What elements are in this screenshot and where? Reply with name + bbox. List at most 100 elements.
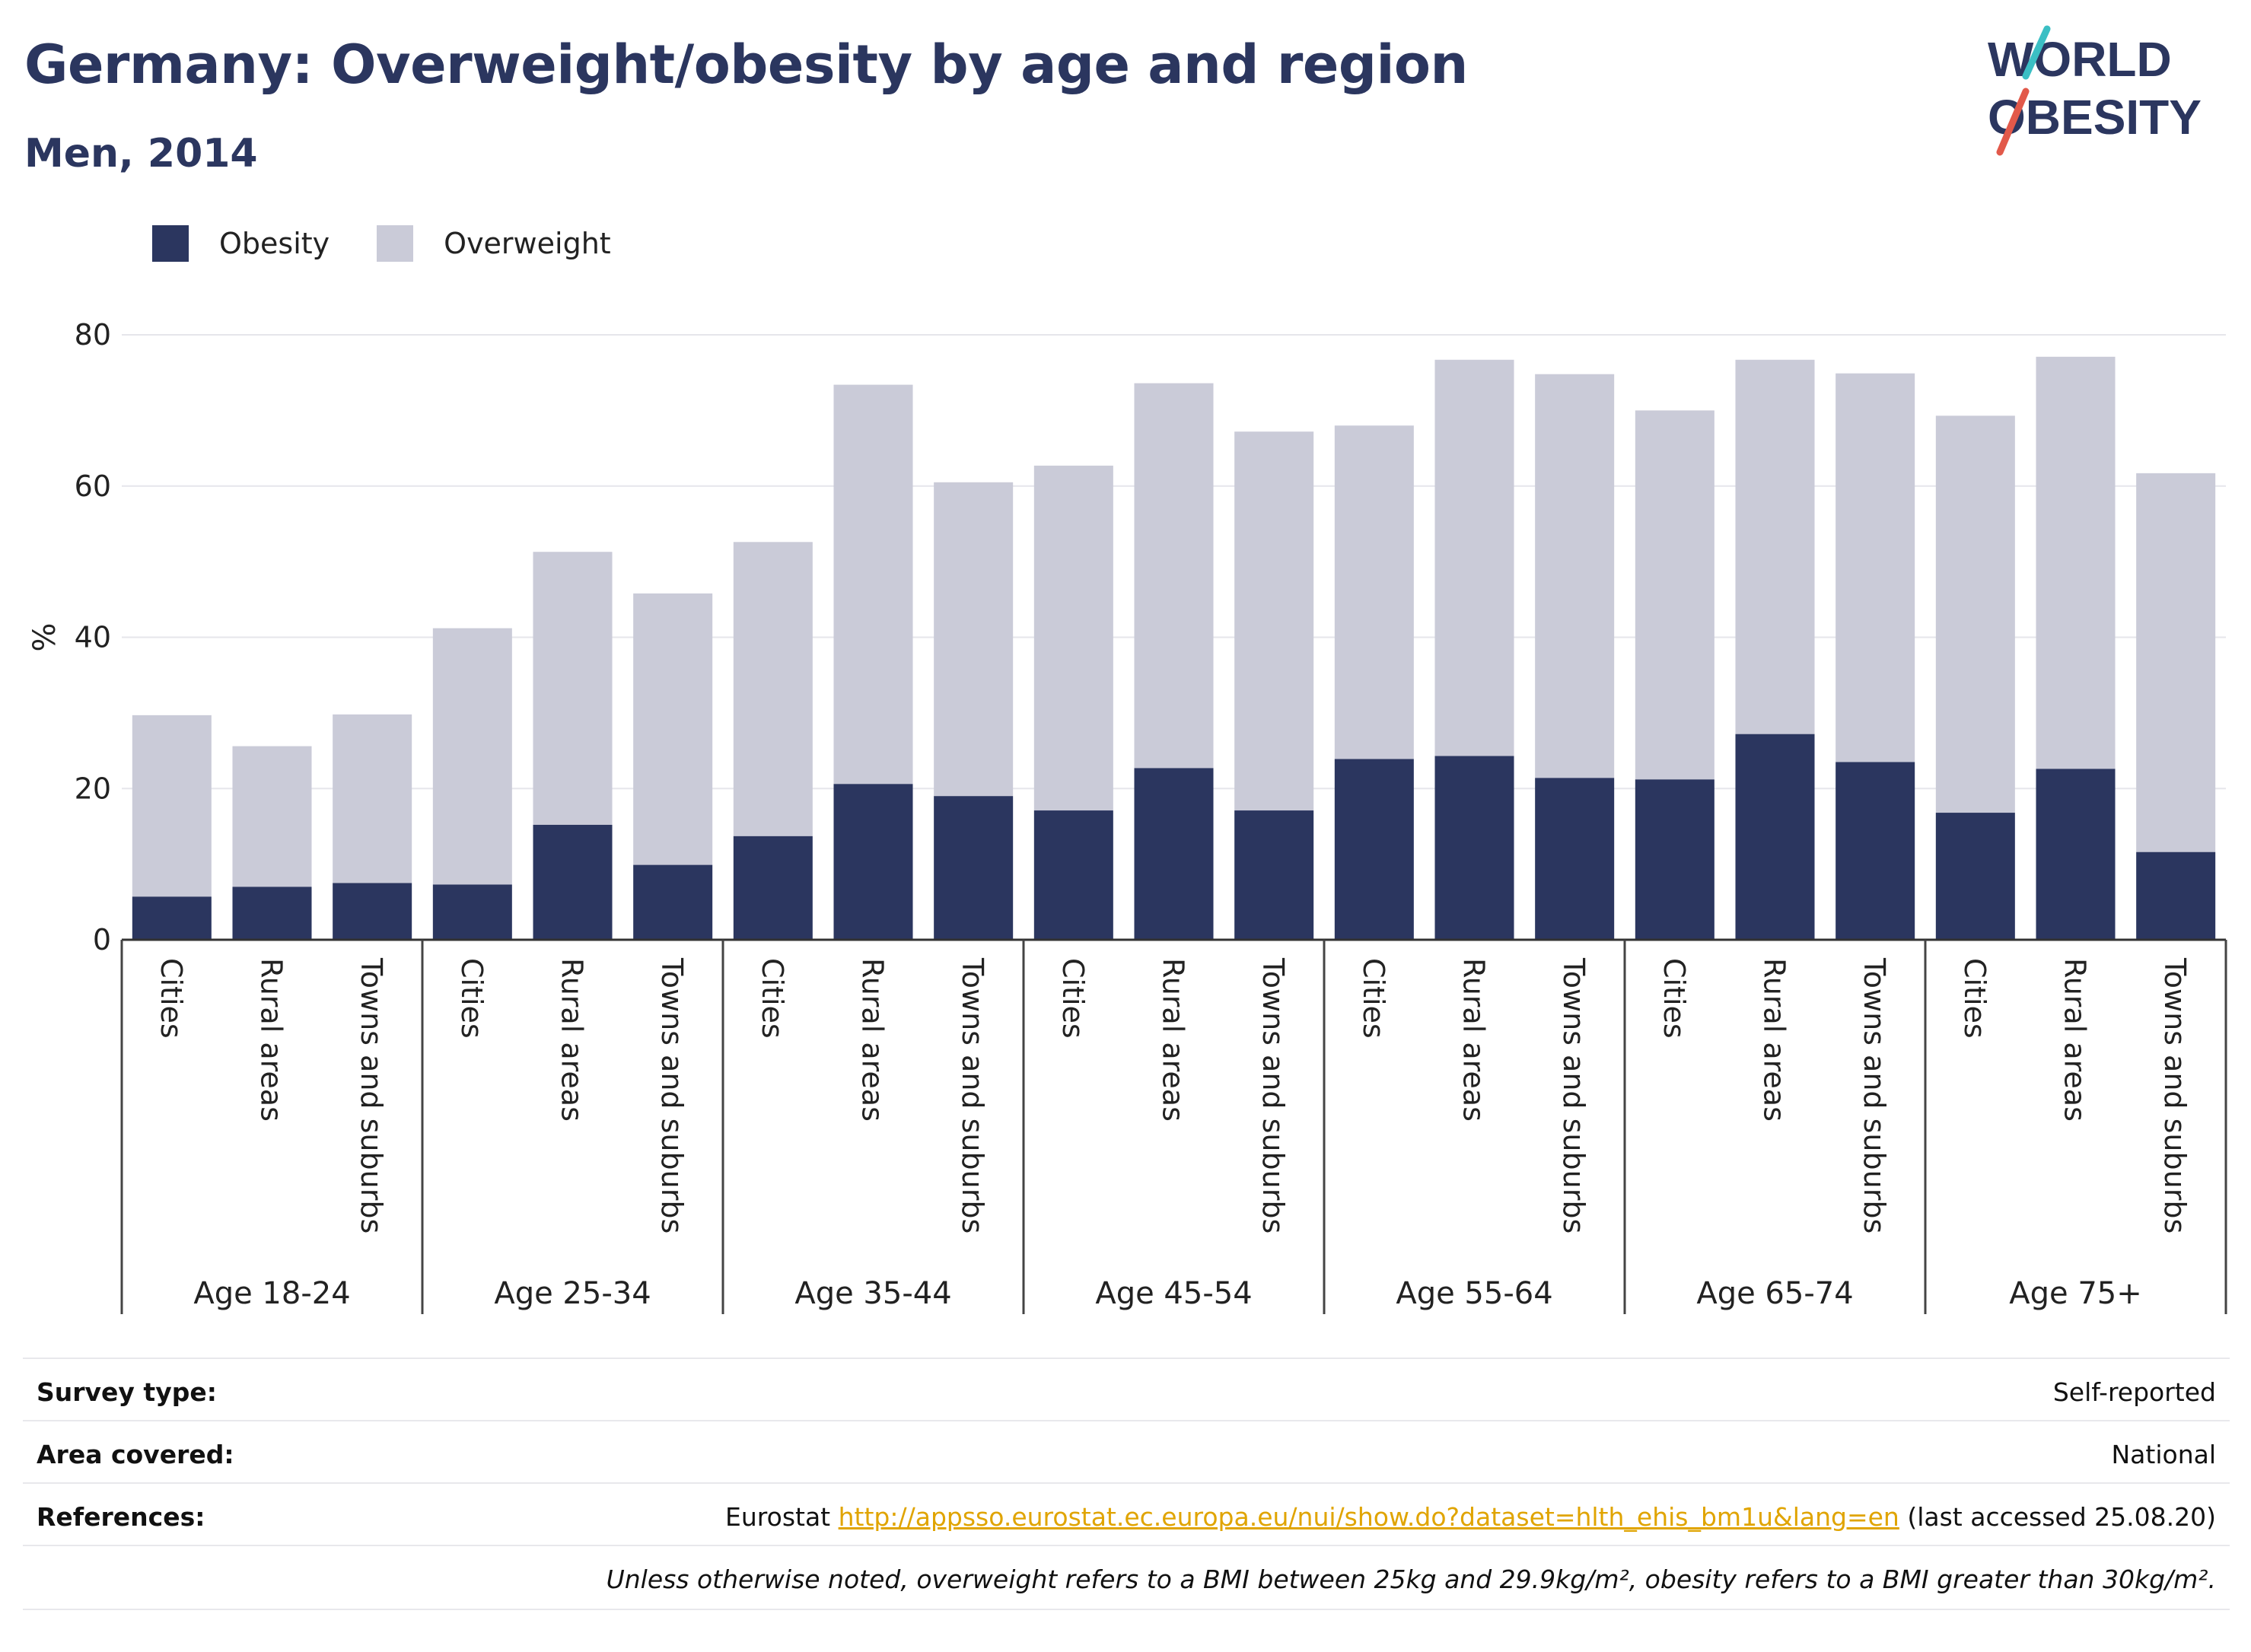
bar-overweight-20 [2136,473,2216,852]
bar-obesity-12 [1334,759,1414,940]
group-label-0: Age 18-24 [193,1276,350,1311]
x-tick-label-4: Rural areas [556,958,589,1122]
bar-overweight-9 [1033,465,1113,811]
bar-overweight-6 [733,542,813,836]
x-tick-label-19: Rural areas [2058,958,2092,1122]
x-tick-label-6: Cities [756,958,789,1039]
legend-item-overweight[interactable]: Overweight [377,225,611,262]
x-tick-label-11: Towns and suburbs [1256,957,1290,1233]
group-label-4: Age 55-64 [1396,1276,1552,1311]
bar-overweight-4 [533,552,613,825]
meta-bottom-rule [23,1609,2230,1610]
y-tick-label-0: 0 [93,923,111,957]
meta-row-survey-type: Survey type: Self-reported [23,1358,2230,1421]
x-tick-label-7: Rural areas [856,958,890,1122]
group-label-5: Age 65-74 [1696,1276,1853,1311]
bar-overweight-18 [1935,415,2015,813]
stacked-bar-chart: 0 20 40 60 80% Cities Rural areas Towns and sub… [27,318,2227,1314]
bar-obesity-3 [432,884,512,940]
bar-obesity-14 [1535,778,1615,940]
x-tick-label-9: Cities [1056,958,1090,1039]
references-prefix: Eurostat [725,1502,831,1532]
legend-swatch-obesity [152,225,189,262]
legend-label-overweight: Overweight [444,227,611,260]
bar-obesity-13 [1434,756,1514,940]
bar-overweight-0 [132,715,212,897]
bar-overweight-8 [934,482,1014,797]
area-covered-label: Area covered: [37,1440,234,1469]
logo-accent-red [1996,88,2030,156]
bar-overweight-12 [1334,425,1414,759]
x-tick-label-20: Towns and suburbs [2158,957,2192,1233]
references-suffix: (last accessed 25.08.20) [1907,1502,2216,1532]
bar-overweight-5 [633,593,713,865]
logo-accent-teal [2022,25,2051,80]
bar-obesity-16 [1735,734,1815,940]
x-tick-label-3: Cities [455,958,489,1039]
area-covered-value: National [2111,1440,2216,1469]
legend-item-obesity[interactable]: Obesity [152,225,330,262]
bar-obesity-2 [333,883,412,940]
bar-obesity-17 [1836,762,1915,940]
x-tick-label-15: Cities [1657,958,1691,1039]
survey-type-value: Self-reported [2052,1377,2216,1407]
bar-obesity-6 [733,836,813,940]
x-tick-label-17: Towns and suburbs [1858,957,1891,1233]
legend-swatch-overweight [377,225,414,262]
meta-row-area: Area covered: National [23,1420,2230,1484]
y-axis-label: % [27,622,62,651]
x-tick-label-8: Towns and suburbs [956,957,989,1233]
bar-overweight-19 [2036,356,2116,769]
meta-row-references: References: Eurostat http://appsso.euros… [23,1482,2230,1546]
references-value: Eurostat http://appsso.eurostat.ec.europ… [725,1502,2216,1532]
chart-legend: Obesity Overweight [152,225,658,262]
bar-overweight-13 [1434,359,1514,756]
legend-label-obesity: Obesity [219,227,330,260]
bar-obesity-11 [1234,810,1314,940]
group-label-1: Age 25-34 [494,1276,651,1311]
x-tick-label-1: Rural areas [255,958,288,1122]
bar-overweight-15 [1635,410,1715,780]
bar-overweight-3 [432,628,512,885]
bar-obesity-15 [1635,779,1715,940]
references-link[interactable]: http://appsso.eurostat.ec.europa.eu/nui/… [838,1502,1899,1532]
group-label-6: Age 75+ [2009,1276,2142,1311]
y-tick-label-40: 40 [75,621,111,654]
chart-subtitle: Men, 2014 [24,131,258,177]
bar-overweight-17 [1836,373,1915,762]
x-tick-label-13: Rural areas [1457,958,1491,1122]
y-tick-label-20: 20 [75,772,111,805]
x-tick-label-10: Rural areas [1157,958,1190,1122]
x-tick-label-14: Towns and suburbs [1557,957,1590,1233]
bar-obesity-5 [633,864,713,940]
bar-obesity-19 [2036,769,2116,940]
meta-row-note: Unless otherwise noted, overweight refer… [23,1545,2230,1609]
x-tick-label-16: Rural areas [1758,958,1791,1122]
bar-overweight-1 [232,746,312,887]
definition-note: Unless otherwise noted, overweight refer… [606,1564,2216,1594]
logo-word-world: WORLD [1988,32,2172,87]
bar-overweight-16 [1735,359,1815,734]
group-label-2: Age 35-44 [794,1276,951,1311]
chart-title: Germany: Overweight/obesity by age and r… [24,33,1468,96]
x-tick-label-5: Towns and suburbs [655,957,689,1233]
x-tick-label-12: Cities [1357,958,1390,1039]
x-tick-label-18: Cities [1958,958,1992,1039]
x-tick-label-0: Cities [154,958,188,1039]
world-obesity-logo: WORLD OBESITY [1988,25,2202,156]
group-label-3: Age 45-54 [1095,1276,1252,1311]
references-label: References: [37,1502,205,1532]
bar-overweight-2 [333,714,412,883]
bar-obesity-20 [2136,851,2216,940]
bar-overweight-7 [833,384,913,785]
bar-obesity-8 [934,796,1014,940]
bar-obesity-1 [232,886,312,940]
bar-obesity-9 [1033,810,1113,940]
bar-overweight-10 [1134,383,1214,769]
y-tick-label-60: 60 [75,469,111,503]
bar-obesity-0 [132,896,212,940]
bar-obesity-10 [1134,768,1214,940]
y-tick-label-80: 80 [75,318,111,352]
bar-overweight-11 [1234,431,1314,811]
bar-obesity-4 [533,824,613,940]
